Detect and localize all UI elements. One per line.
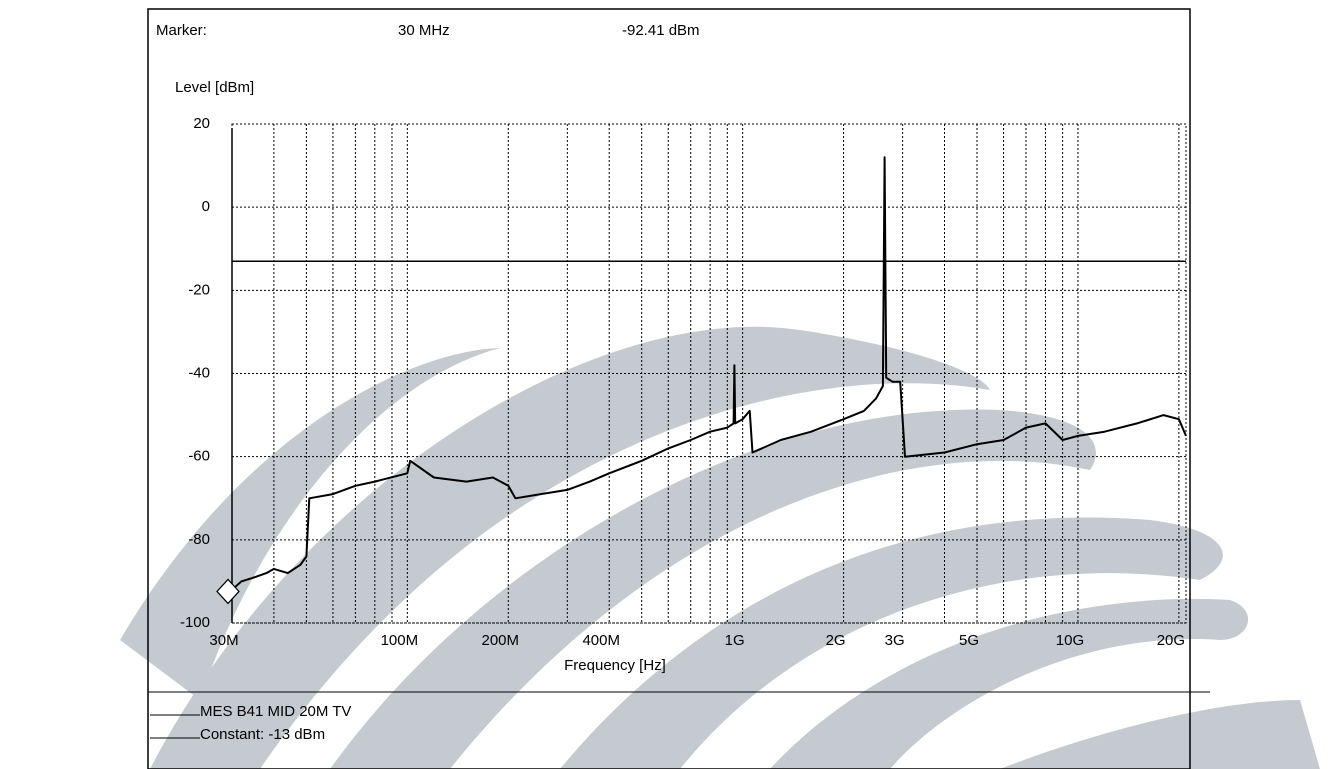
x-tick-label: 5G <box>959 632 979 649</box>
x-tick-label: 100M <box>381 632 419 649</box>
legend-label: Constant: -13 dBm <box>200 726 325 743</box>
marker-y: -92.41 dBm <box>622 22 700 39</box>
background-swooshes <box>120 326 1320 769</box>
x-tick-label: 400M <box>582 632 620 649</box>
y-tick-label: 0 <box>202 198 210 215</box>
y-tick-label: -20 <box>188 281 210 298</box>
y-axis-title: Level [dBm] <box>175 79 254 96</box>
x-tick-label: 10G <box>1056 632 1084 649</box>
trace <box>231 156 1187 591</box>
x-tick-label: 1G <box>725 632 745 649</box>
y-tick-label: -100 <box>180 614 210 631</box>
marker-diamond <box>216 578 240 605</box>
y-tick-label: 20 <box>193 115 210 132</box>
frame <box>147 8 1191 769</box>
marker-label: Marker: <box>156 22 207 39</box>
marker-x: 30 MHz <box>398 22 450 39</box>
y-tick-label: -40 <box>188 364 210 381</box>
x-tick-label: 200M <box>482 632 520 649</box>
y-tick-label: -80 <box>188 531 210 548</box>
x-tick-label: 20G <box>1157 632 1185 649</box>
x-axis-title: Frequency [Hz] <box>564 657 666 674</box>
legend-label: MES B41 MID 20M TV <box>200 703 351 720</box>
x-tick-label: 30M <box>209 632 238 649</box>
y-tick-label: -60 <box>188 448 210 465</box>
x-tick-label: 3G <box>885 632 905 649</box>
x-tick-label: 2G <box>826 632 846 649</box>
